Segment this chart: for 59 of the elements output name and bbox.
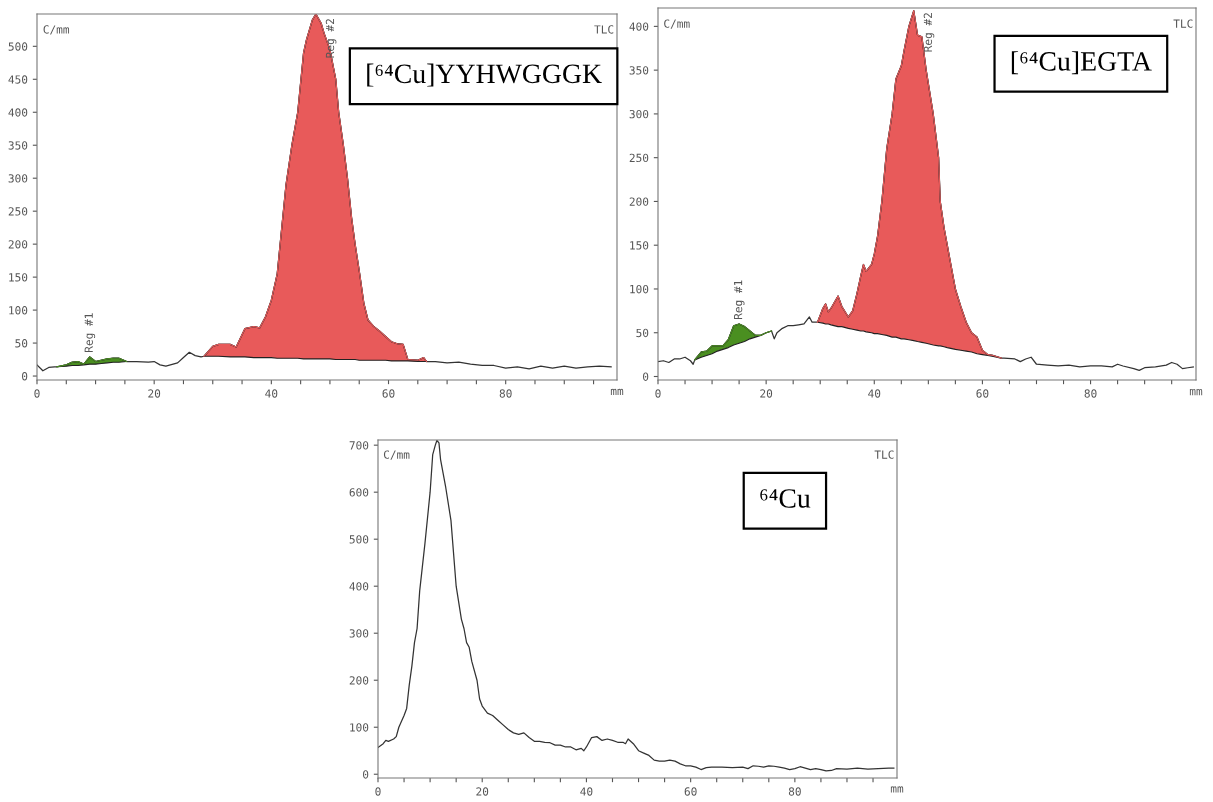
- y-tick-label: 150: [9, 273, 28, 282]
- y-axis-title: C/mm: [383, 450, 410, 460]
- text: Reg #1: [84, 313, 96, 352]
- y-tick-label: 350: [8, 141, 28, 150]
- y-axis-title: C/mm: [43, 25, 70, 35]
- text: Reg #2: [923, 13, 935, 52]
- x-tick-label: 60: [976, 389, 989, 398]
- x-tick-label: 20: [760, 389, 773, 398]
- x-tick-label: 0: [655, 389, 661, 398]
- x-tick-label: 40: [265, 389, 278, 398]
- y-tick-label: 400: [629, 22, 649, 31]
- y-tick-label: 100: [350, 723, 369, 732]
- annotation: TLC: [874, 450, 894, 459]
- y-tick-label: 250: [629, 153, 649, 163]
- text: Reg #2: [325, 19, 337, 58]
- y-tick-label: 50: [15, 339, 28, 348]
- y-tick-label: 350: [629, 66, 649, 75]
- x-tick-label: 0: [375, 787, 381, 796]
- y-tick-label: 300: [8, 174, 28, 183]
- text: Reg #1: [734, 280, 745, 320]
- y-tick-label: 100: [9, 306, 28, 315]
- y-tick-label: 700: [349, 441, 369, 450]
- y-tick-label: 500: [349, 535, 369, 544]
- y-tick-label: 150: [630, 241, 649, 250]
- x-tick-label: 60: [382, 389, 395, 398]
- y-tick-label: 500: [8, 42, 28, 51]
- y-tick-label: 250: [8, 207, 28, 216]
- annotation: TLC: [594, 25, 614, 34]
- y-tick-label: 100: [630, 284, 649, 294]
- y-tick-label: 300: [629, 109, 649, 119]
- y-tick-label: 0: [22, 372, 28, 381]
- y-tick-label: 200: [629, 197, 649, 206]
- y-tick-label: 0: [643, 372, 649, 381]
- x-axis-title: mm: [890, 786, 904, 793]
- y-tick-label: 200: [8, 240, 28, 249]
- x-tick-label: 20: [148, 389, 161, 398]
- x-tick-label: 40: [580, 787, 593, 796]
- y-tick-label: 300: [349, 629, 369, 638]
- y-tick-label: 200: [349, 676, 369, 685]
- x-tick-label: 60: [684, 787, 697, 796]
- x-tick-label: 80: [788, 787, 801, 796]
- x-tick-label: 40: [868, 389, 881, 398]
- y-tick-label: 600: [349, 488, 369, 497]
- x-tick-label: 80: [499, 389, 512, 398]
- x-tick-label: 0: [34, 389, 40, 398]
- y-tick-label: 0: [363, 770, 369, 779]
- text: [⁶⁴Cu]YYHWGGGK: [367, 63, 602, 87]
- text: [⁶⁴Cu]EGTA: [1011, 51, 1152, 75]
- y-tick-label: 400: [8, 108, 28, 117]
- x-tick-label: 20: [476, 787, 489, 796]
- annotation: TLC: [1173, 19, 1193, 28]
- y-tick-label: 450: [8, 75, 28, 84]
- x-tick-label: 80: [1084, 389, 1097, 398]
- x-axis-title: mm: [610, 388, 624, 396]
- y-tick-label: 50: [636, 328, 649, 338]
- y-tick-label: 400: [349, 582, 369, 591]
- text: ⁶⁴Cu: [760, 489, 811, 508]
- x-axis-title: mm: [1189, 388, 1203, 396]
- y-axis-title: C/mm: [664, 19, 690, 29]
